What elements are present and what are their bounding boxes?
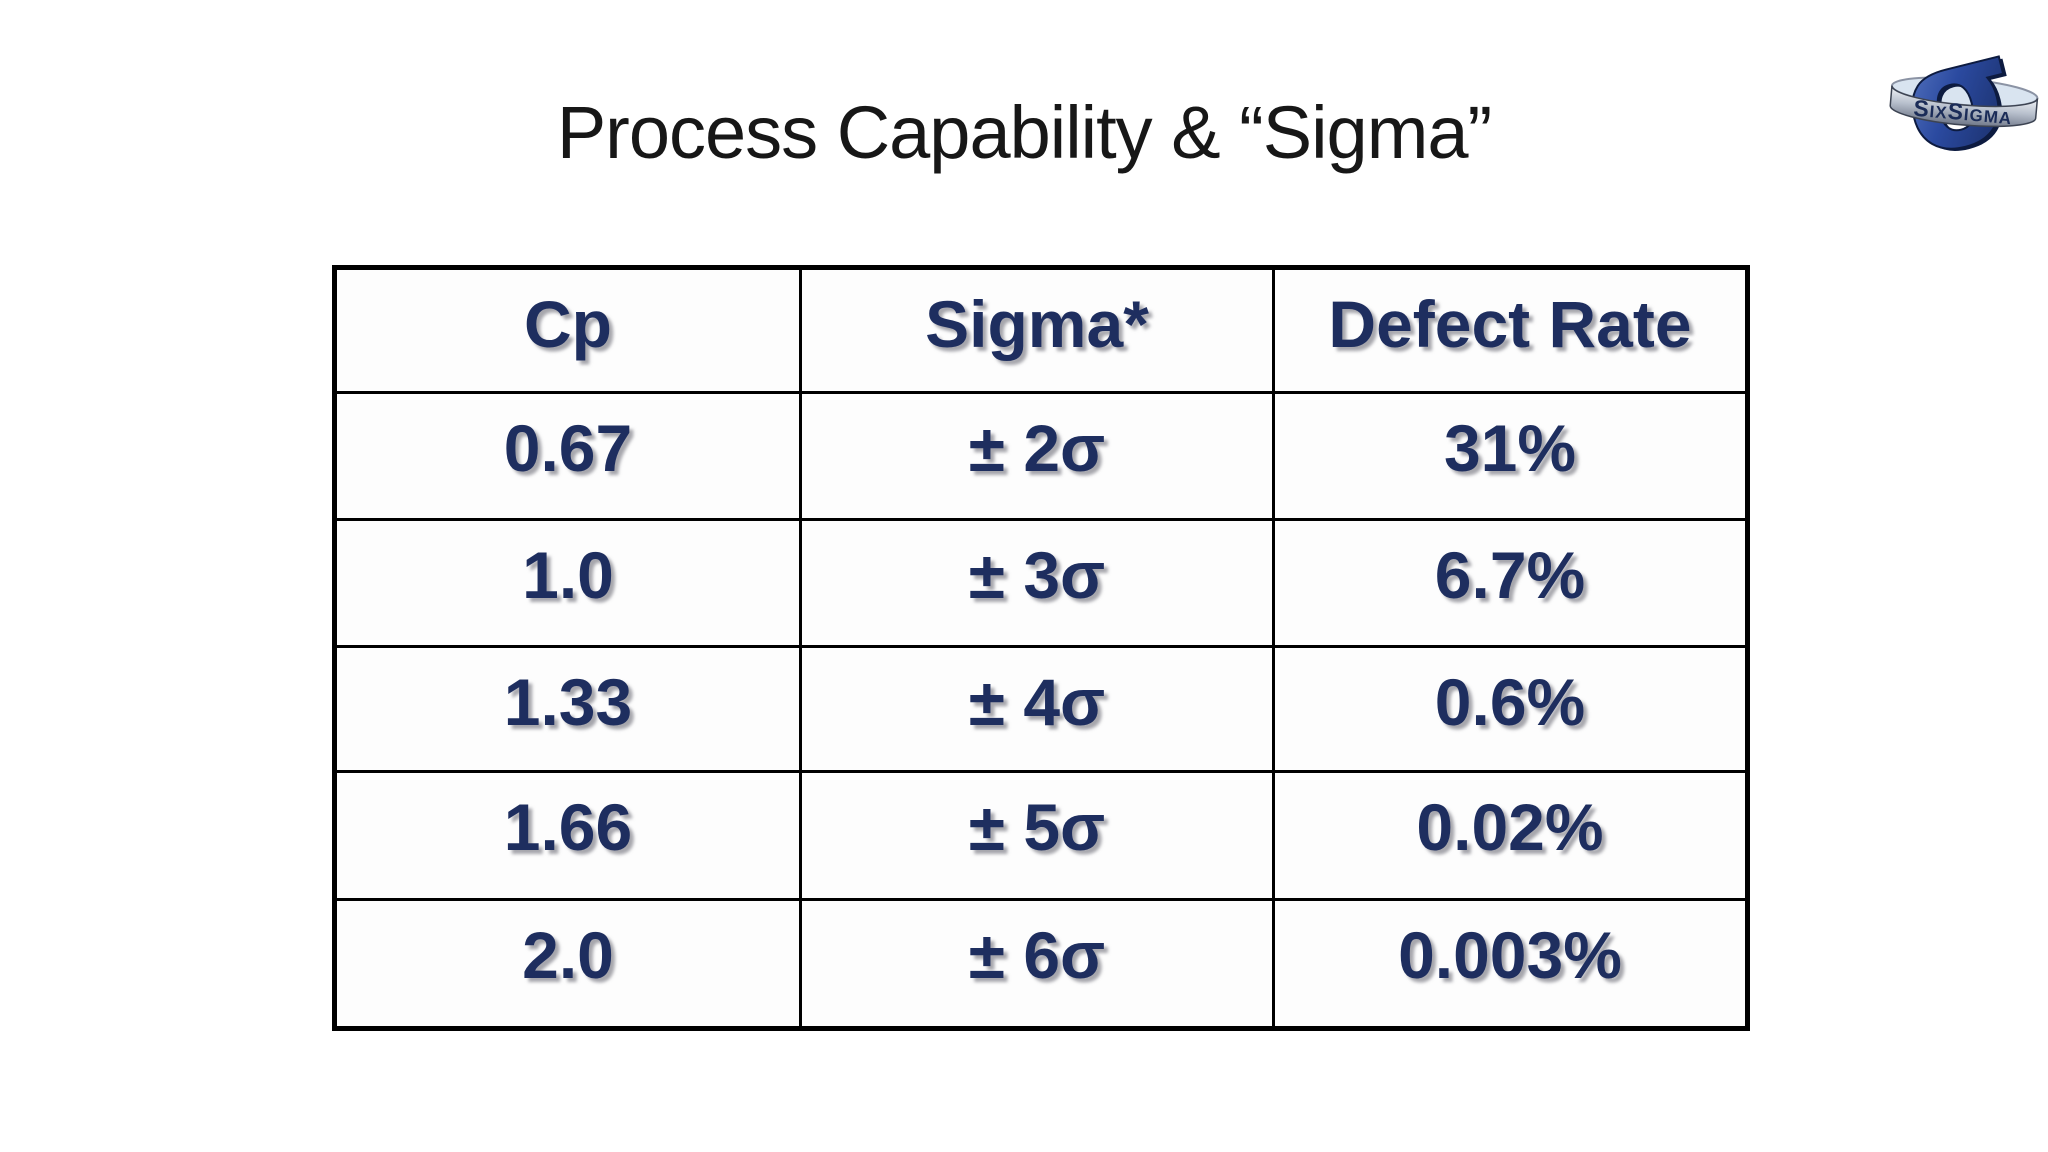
table-cell: 31%	[1275, 394, 1745, 521]
table-cell: ± 6σ	[802, 901, 1275, 1026]
table-cell: 0.02%	[1275, 773, 1745, 901]
logo-band-front: SIXSIGMA	[1889, 85, 2039, 130]
logo-sigma-glyph: σ σ	[1888, 12, 2037, 152]
column-header: Cp	[337, 270, 802, 394]
table-cell: 1.66	[337, 773, 802, 901]
table-cell: ± 4σ	[802, 648, 1275, 773]
table-cell: 1.33	[337, 648, 802, 773]
table-cell: 1.0	[337, 521, 802, 648]
logo-band-text: SIXSIGMA	[1912, 95, 2013, 130]
table-cell: 0.6%	[1275, 648, 1745, 773]
table-cell: ± 5σ	[802, 773, 1275, 901]
table-cell: 0.67	[337, 394, 802, 521]
six-sigma-logo: σ σ SIXSIGMA	[1888, 12, 2039, 152]
slide-title: Process Capability & “Sigma”	[556, 91, 1492, 174]
column-header: Defect Rate	[1275, 270, 1745, 394]
table-cell: 0.003%	[1398, 918, 1622, 992]
column-header: Sigma*	[802, 270, 1275, 394]
table-cell: ± 3σ	[802, 521, 1275, 648]
table-cell: ± 2σ	[802, 394, 1275, 521]
capability-table: Cp Sigma* Defect Rate 0.67 ± 2σ 31% 1.0 ± 3σ 6.7…	[332, 265, 1750, 1031]
sigma-face: σ	[1888, 12, 2033, 152]
table-cell: 6.7%	[1275, 521, 1745, 648]
table-cell: 2.0	[337, 901, 802, 1026]
